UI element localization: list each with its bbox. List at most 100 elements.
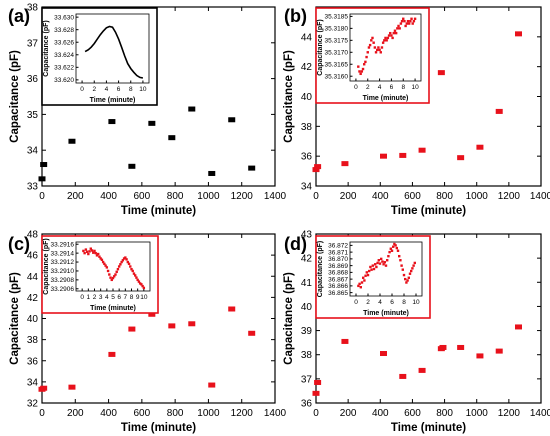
inset-x-tick-label: 4 (378, 84, 382, 91)
inset-data-point (395, 246, 398, 250)
data-point (108, 119, 116, 125)
inset-y-tick-label: 33.2912 (51, 259, 75, 266)
inset-data-point (368, 269, 371, 273)
inset-data-point (402, 273, 406, 277)
panel-1: (a) 0 200 400 600 800 1000 1200 1400 33 34 35 36 37 38… (8, 3, 287, 218)
y-tick-label: 38 (301, 122, 313, 133)
inset-frame (315, 235, 431, 319)
data-point (314, 379, 322, 385)
inset-y-axis-label: Capacitance (pF) (43, 238, 50, 294)
inset-x-axis-label: Time (minute) (90, 305, 136, 312)
inset-data-point (405, 22, 408, 25)
x-tick-label: 400 (100, 191, 117, 202)
inset-plot-frame (349, 241, 423, 297)
inset-x-tick-label: 2 (366, 299, 370, 306)
inset-data-point (382, 263, 385, 266)
data-point (380, 153, 387, 159)
data-point (40, 162, 48, 168)
inset-data-point (92, 251, 95, 254)
inset-data-point (380, 257, 383, 261)
data-point (312, 390, 320, 396)
inset-x-tick-label: 8 (129, 86, 133, 93)
inset-data-point (365, 55, 368, 59)
inset-data-point (84, 248, 88, 251)
inset-y-tick-label: 33.2906 (51, 286, 75, 293)
inset-data-point (125, 258, 128, 261)
inset-x-axis-label: Time (minute) (363, 310, 409, 317)
data-point (168, 323, 176, 329)
x-tick-label: 0 (39, 191, 45, 202)
data-point (312, 167, 320, 173)
inset-data-point (411, 22, 414, 25)
inset-data-point (393, 29, 397, 32)
y-tick-label: 42 (301, 62, 313, 73)
y-tick-label: 38 (27, 335, 39, 346)
panel-4: (d)0 200 400 600 800 1000 1200 1400363738394041… (283, 230, 550, 435)
data-point (38, 176, 46, 182)
inset-data-point (360, 70, 364, 73)
x-tick-label: 200 (340, 191, 357, 202)
x-tick-label: 1000 (466, 408, 489, 419)
data-point (457, 155, 465, 161)
y-tick-label: 43 (301, 230, 313, 241)
inset-data-point (398, 27, 401, 30)
inset-data-point (87, 252, 90, 256)
inset-data-point (389, 31, 392, 35)
data-point (168, 135, 176, 141)
panel-label: (a) (8, 6, 30, 26)
x-tick-label: 1200 (498, 408, 521, 419)
inset-data-point (394, 244, 397, 247)
inset-data-point (135, 276, 138, 279)
inset-x-tick-label: 8 (401, 84, 405, 91)
y-axis-label: Capacitance (pF) (9, 50, 21, 143)
inset-data-point (399, 259, 402, 262)
inset-frame (41, 7, 158, 106)
inset-data-point (362, 276, 365, 279)
inset-data-point (141, 284, 144, 288)
inset-y-tick-label: 33.620 (54, 77, 74, 84)
inset-x-tick-label: 2 (93, 294, 97, 301)
inset-data-point (366, 273, 370, 277)
inset-data-point (90, 249, 94, 252)
inset-y-tick-label: 35.3180 (325, 26, 349, 33)
inset-plot-frame (349, 13, 422, 82)
inset-x-tick-label: 6 (390, 299, 394, 306)
x-tick-label: 1000 (197, 191, 220, 202)
panel-label: (c) (8, 234, 30, 254)
inset-x-tick-label: 1 (87, 294, 91, 301)
inset-x-axis-label: Time (minute) (90, 97, 136, 104)
panel-3: (c)0 200 400 600 800 1000 1200 1400323436384042… (8, 230, 287, 435)
inset-data-point (134, 274, 137, 277)
inset: 0 2 4 6 8 10 35.3160 35.3165 35.3170 35.3175 35.31… (315, 7, 430, 104)
data-point (399, 152, 407, 158)
y-tick-label: 37 (301, 374, 313, 385)
inset-data-point (121, 259, 125, 262)
y-tick-label: 36 (301, 152, 313, 163)
inset-data-point (385, 39, 388, 42)
inset-data-point (372, 267, 376, 271)
inset-x-tick-label: 7 (124, 294, 128, 301)
x-tick-label: 400 (372, 408, 389, 419)
inset-data-point (367, 46, 371, 49)
inset-data-point (404, 24, 407, 28)
inset-data-point (409, 19, 412, 23)
inset-data-point (95, 254, 99, 257)
x-tick-label: 1000 (197, 408, 220, 419)
data-point (188, 321, 196, 327)
inset-x-tick-label: 0 (80, 294, 84, 301)
x-tick-label: 800 (436, 191, 453, 202)
inset-data-point (97, 252, 100, 256)
inset-data-point (115, 270, 118, 274)
inset-data-point (378, 262, 382, 265)
y-tick-label: 34 (301, 182, 313, 193)
inset-data-point (403, 19, 406, 23)
inset-data-point (405, 281, 408, 284)
inset-y-tick-label: 36.869 (328, 263, 348, 270)
data-point (128, 326, 136, 332)
inset-data-point (392, 245, 395, 248)
inset-data-point (119, 263, 122, 266)
y-tick-label: 37 (27, 38, 39, 49)
inset-data-point (100, 258, 104, 262)
inset-x-tick-label: 8 (130, 294, 134, 301)
